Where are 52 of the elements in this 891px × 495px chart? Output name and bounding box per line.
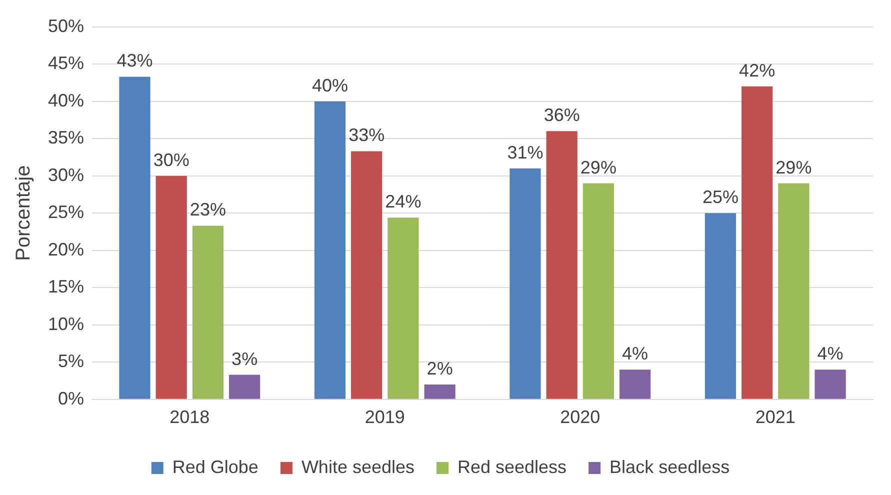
y-tick-label: 35% <box>48 128 84 148</box>
data-label: 2% <box>426 358 453 378</box>
bar <box>814 370 846 399</box>
bar <box>778 183 810 399</box>
bar <box>582 183 614 399</box>
y-tick-label: 15% <box>48 276 84 297</box>
bar <box>704 213 736 399</box>
bar <box>388 218 419 399</box>
legend-label: Red seedless <box>457 456 567 477</box>
y-tick-label: 10% <box>48 314 84 334</box>
bar <box>351 151 382 399</box>
data-label: 25% <box>702 187 738 208</box>
legend-label: Black seedless <box>610 456 730 477</box>
data-label: 31% <box>507 142 544 162</box>
bar <box>119 76 150 399</box>
y-tick-label: 20% <box>48 239 84 260</box>
data-label: 4% <box>817 344 844 364</box>
y-tick-label: 30% <box>48 164 84 185</box>
bar <box>156 176 187 399</box>
y-axis-title: Porcentaje <box>12 165 35 261</box>
y-tick-label: 5% <box>58 351 84 372</box>
bar <box>619 370 651 399</box>
y-tick-label: 25% <box>48 202 84 222</box>
y-tick-label: 45% <box>48 53 84 74</box>
y-tick-label: 0% <box>58 388 84 408</box>
data-label: 23% <box>190 200 226 220</box>
bar <box>229 374 260 399</box>
data-label: 29% <box>580 157 616 178</box>
bar <box>314 101 346 399</box>
y-tick-label: 40% <box>48 90 84 110</box>
data-label: 40% <box>312 75 348 96</box>
legend-label: Red Globe <box>172 456 258 477</box>
data-label: 30% <box>153 150 190 170</box>
data-label: 24% <box>385 192 422 212</box>
data-label: 43% <box>116 50 153 71</box>
data-label: 3% <box>232 348 258 369</box>
legend-label: White seedles <box>301 456 414 477</box>
x-tick-label: 2018 <box>170 407 210 428</box>
data-label: 42% <box>739 60 776 80</box>
bar <box>742 86 773 399</box>
data-label: 33% <box>348 125 385 146</box>
bar <box>192 226 224 399</box>
x-tick-label: 2019 <box>364 407 405 428</box>
bar <box>424 384 456 399</box>
x-tick-label: 2020 <box>560 407 600 428</box>
data-label: 4% <box>622 344 648 364</box>
x-tick-label: 2021 <box>755 407 796 428</box>
data-label: 29% <box>776 157 812 178</box>
data-label: 36% <box>544 105 580 126</box>
bar <box>510 168 541 399</box>
bar <box>546 131 578 399</box>
y-tick-label: 50% <box>48 16 84 36</box>
